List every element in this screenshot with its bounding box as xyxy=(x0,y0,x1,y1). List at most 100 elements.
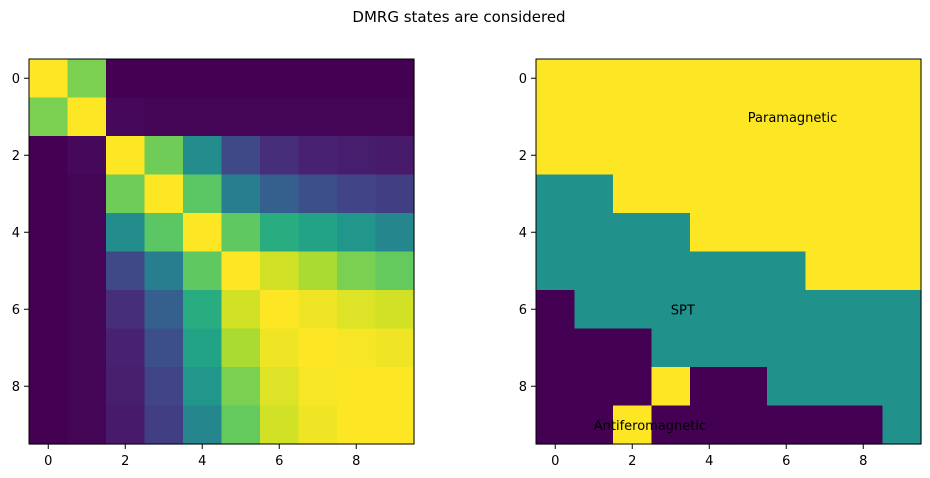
heatmap-cell xyxy=(805,59,845,99)
heatmap-cell xyxy=(183,59,223,99)
heatmap-cell xyxy=(183,174,223,214)
heatmap-cell xyxy=(882,251,922,291)
heatmap-cell xyxy=(144,405,184,445)
heatmap-cell xyxy=(728,405,768,445)
phase-annotation: Paramagnetic xyxy=(748,111,838,126)
heatmap-cell xyxy=(298,367,338,407)
heatmap-cell xyxy=(613,251,653,291)
heatmap-cell xyxy=(144,97,184,137)
heatmap-cell xyxy=(67,213,107,253)
heatmap-cell xyxy=(767,367,807,407)
heatmap-cell xyxy=(298,59,338,99)
heatmap-cell xyxy=(183,136,223,176)
heatmap-cell xyxy=(690,405,730,445)
x-tick-label: 4 xyxy=(198,454,206,469)
heatmap-cell xyxy=(536,328,576,368)
x-tick-label: 6 xyxy=(275,454,283,469)
heatmap-cell xyxy=(183,290,223,330)
heatmap-cell xyxy=(574,290,614,330)
heatmap-cell xyxy=(375,174,415,214)
heatmap-cell xyxy=(805,251,845,291)
heatmap-cell xyxy=(375,213,415,253)
heatmap-cell xyxy=(29,328,69,368)
heatmap-cell xyxy=(844,59,884,99)
heatmap-cell xyxy=(183,405,223,445)
heatmap-cell xyxy=(574,367,614,407)
heatmap-cell xyxy=(67,174,107,214)
heatmap-cell xyxy=(337,136,377,176)
heatmap-cell xyxy=(651,136,691,176)
heatmap-cell xyxy=(690,136,730,176)
heatmap-cell xyxy=(728,59,768,99)
y-tick-label: 4 xyxy=(519,226,527,241)
heatmap-cell xyxy=(298,97,338,137)
x-tick-label: 8 xyxy=(352,454,360,469)
heatmap-cell xyxy=(106,367,146,407)
heatmap-cell xyxy=(613,136,653,176)
heatmap-cell xyxy=(882,290,922,330)
heatmap-cell xyxy=(844,367,884,407)
heatmap-cell xyxy=(574,213,614,253)
heatmap-cell xyxy=(613,59,653,99)
heatmap-cell xyxy=(767,405,807,445)
heatmap-cell xyxy=(882,213,922,253)
heatmap-cell xyxy=(805,367,845,407)
heatmap-cell xyxy=(260,251,300,291)
heatmap-cell xyxy=(844,97,884,137)
heatmap-cell xyxy=(106,213,146,253)
heatmap-cell xyxy=(844,405,884,445)
phase-annotation: Antiferomagnetic xyxy=(594,419,706,434)
y-tick-label: 2 xyxy=(12,149,20,164)
heatmap-cell xyxy=(67,290,107,330)
heatmap-cell xyxy=(298,405,338,445)
heatmap-cell xyxy=(844,136,884,176)
heatmap-cell xyxy=(690,290,730,330)
heatmap-cell xyxy=(844,251,884,291)
heatmap-cell xyxy=(221,367,261,407)
heatmap-cell xyxy=(337,174,377,214)
heatmap-cell xyxy=(298,251,338,291)
y-tick-label: 2 xyxy=(519,149,527,164)
heatmap-cell xyxy=(651,367,691,407)
heatmap-cell xyxy=(536,251,576,291)
heatmap-cell xyxy=(29,251,69,291)
heatmap-cell xyxy=(29,367,69,407)
heatmap-cell xyxy=(183,328,223,368)
heatmap-cell xyxy=(67,367,107,407)
heatmap-cell xyxy=(767,328,807,368)
heatmap-cell xyxy=(337,59,377,99)
heatmap-cell xyxy=(375,328,415,368)
heatmap-cell xyxy=(805,405,845,445)
y-tick-label: 8 xyxy=(519,380,527,395)
heatmap-cell xyxy=(728,290,768,330)
phase-annotation: SPT xyxy=(671,303,695,318)
heatmap-cell xyxy=(728,213,768,253)
heatmap-cell xyxy=(536,136,576,176)
heatmap-cell xyxy=(536,367,576,407)
heatmap-cell xyxy=(221,213,261,253)
heatmap-cell xyxy=(29,97,69,137)
heatmap-cell xyxy=(29,59,69,99)
heatmap-cell xyxy=(375,59,415,99)
heatmap-cell xyxy=(882,174,922,214)
heatmap-cell xyxy=(260,136,300,176)
heatmap-cell xyxy=(651,251,691,291)
heatmap-cell xyxy=(690,367,730,407)
heatmap-cell xyxy=(574,328,614,368)
heatmap-cell xyxy=(221,405,261,445)
y-tick-label: 6 xyxy=(12,303,20,318)
heatmap-cell xyxy=(767,251,807,291)
heatmap-cell xyxy=(574,251,614,291)
heatmap-cell xyxy=(221,136,261,176)
heatmap-cell xyxy=(651,97,691,137)
heatmap-cell xyxy=(690,328,730,368)
heatmap-cell xyxy=(375,136,415,176)
heatmap-panel-left: 0 2 4 6 8 0 2 4 6 8 xyxy=(12,58,415,469)
heatmap-cell xyxy=(67,97,107,137)
heatmap-cell xyxy=(805,97,845,137)
x-tick-label: 2 xyxy=(628,454,636,469)
heatmap-cell xyxy=(375,251,415,291)
heatmap-cell xyxy=(144,367,184,407)
heatmap-cell xyxy=(375,97,415,137)
